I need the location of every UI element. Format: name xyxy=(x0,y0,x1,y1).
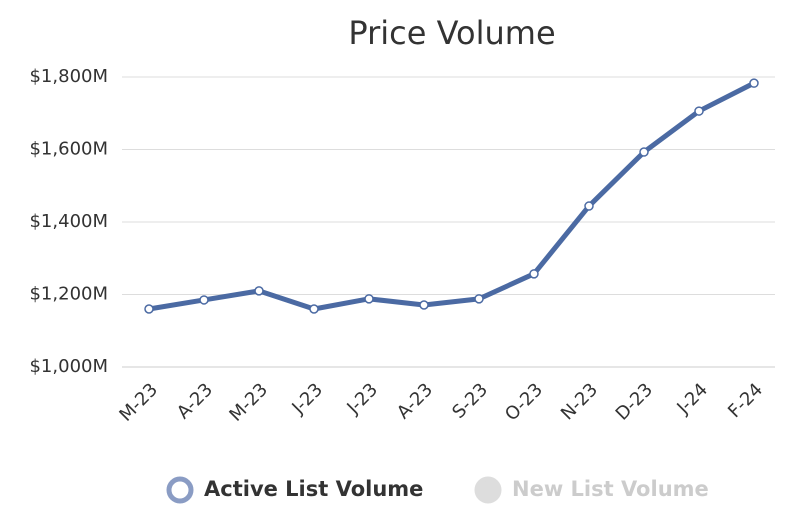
x-tick-label: J-23 xyxy=(287,379,327,419)
point-marker xyxy=(419,300,429,310)
x-tick-label: S-23 xyxy=(448,379,492,423)
legend-icon xyxy=(474,476,502,504)
chart-title: Price Volume xyxy=(348,14,555,52)
legend-item[interactable]: New List Volume xyxy=(474,476,709,504)
point-marker xyxy=(199,295,209,305)
y-tick-label: $1,000M xyxy=(29,356,108,377)
legend-label: New List Volume xyxy=(512,477,709,501)
point-marker xyxy=(749,78,759,88)
y-tick-label: $1,600M xyxy=(29,139,108,160)
legend-icon xyxy=(166,476,194,504)
point-marker xyxy=(694,106,704,116)
y-tick-label: $1,200M xyxy=(29,284,108,305)
point-marker xyxy=(474,294,484,304)
x-tick-label: F-24 xyxy=(724,379,767,422)
series-line xyxy=(148,80,756,312)
y-tick-label: $1,800M xyxy=(29,66,108,87)
x-tick-label: A-23 xyxy=(173,379,217,423)
x-tick-label: J-24 xyxy=(672,379,712,419)
x-tick-label: D-23 xyxy=(612,379,657,424)
x-tick-label: O-23 xyxy=(501,379,547,425)
x-tick-label: M-23 xyxy=(115,379,162,426)
x-tick-label: J-23 xyxy=(342,379,382,419)
x-tick-label: A-23 xyxy=(393,379,437,423)
point-marker xyxy=(584,201,594,211)
point-marker xyxy=(529,269,539,279)
point-marker xyxy=(309,304,319,314)
point-marker xyxy=(254,286,264,296)
x-tick-label: N-23 xyxy=(557,379,602,424)
legend-item[interactable]: Active List Volume xyxy=(166,476,423,504)
x-tick-label: M-23 xyxy=(225,379,272,426)
point-marker xyxy=(364,294,374,304)
legend-label: Active List Volume xyxy=(204,477,423,501)
y-tick-label: $1,400M xyxy=(29,211,108,232)
point-marker xyxy=(639,147,649,157)
point-marker xyxy=(144,304,154,314)
